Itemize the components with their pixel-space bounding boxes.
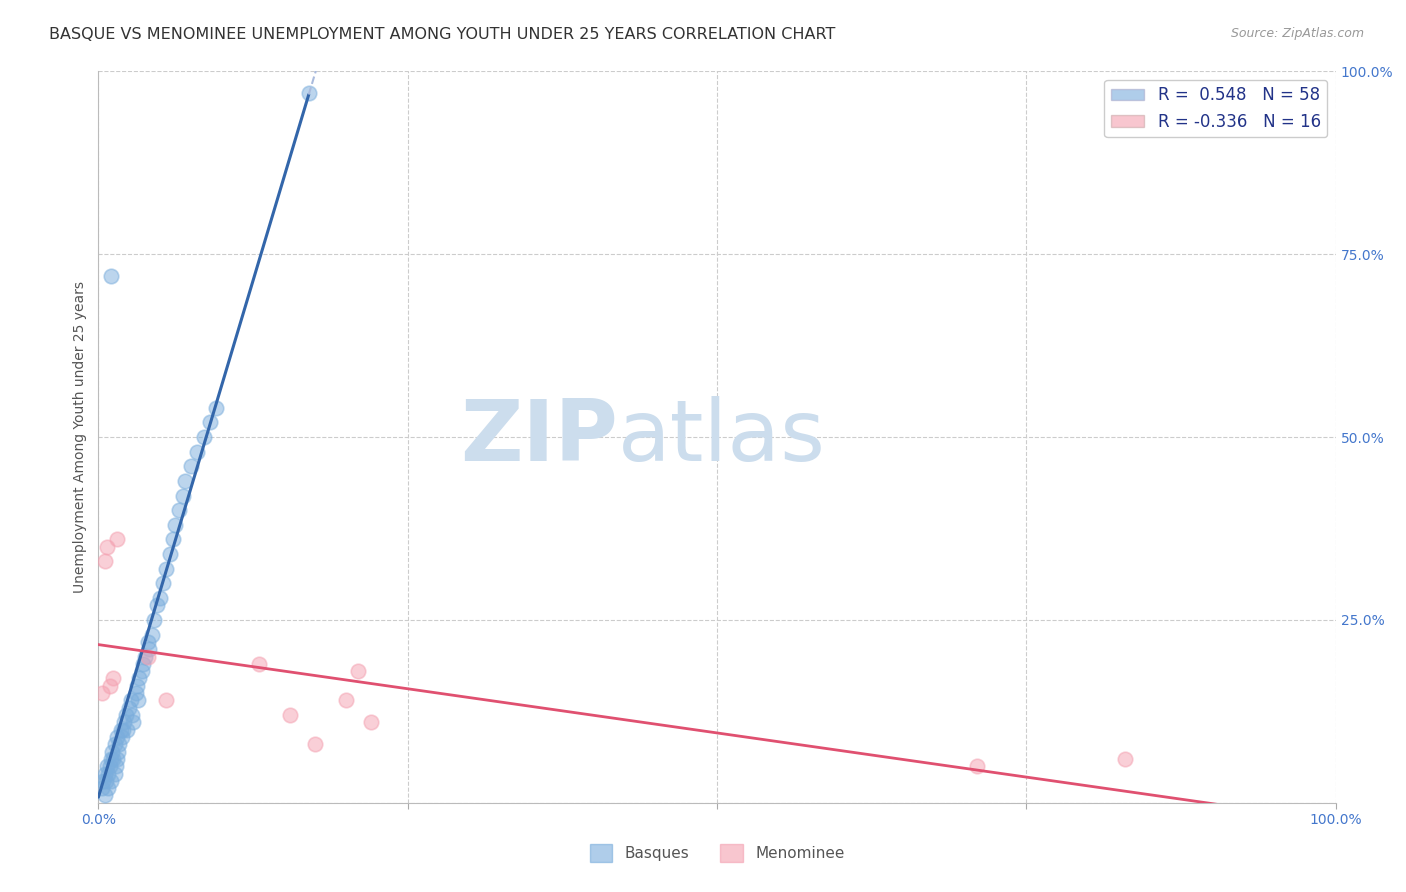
Legend: Basques, Menominee: Basques, Menominee (583, 838, 851, 868)
Point (347, 664, 370, 678)
Point (298, 87, 321, 101)
Point (118, 700, 141, 714)
Point (145, 599, 167, 613)
Point (111, 730, 134, 744)
Point (155, 562, 177, 576)
Point (96, 759, 118, 773)
Point (174, 474, 197, 488)
Point (132, 657, 155, 671)
Point (91, 686, 114, 700)
Point (94, 773, 117, 788)
Point (115, 723, 138, 737)
Point (127, 693, 149, 707)
Point (152, 576, 174, 591)
Point (107, 745, 129, 759)
Point (100, 773, 122, 788)
Point (105, 533, 128, 547)
Point (138, 642, 160, 657)
Point (112, 723, 135, 737)
Point (136, 635, 159, 649)
Point (162, 533, 184, 547)
Point (101, 745, 124, 759)
Point (335, 693, 357, 707)
Point (103, 752, 125, 766)
Point (93, 773, 115, 788)
Point (98, 679, 121, 693)
Point (122, 715, 145, 730)
Point (198, 416, 221, 430)
Point (112, 715, 135, 730)
Point (247, 657, 270, 671)
Point (93, 554, 115, 568)
Point (103, 766, 125, 780)
Point (193, 430, 215, 444)
Point (141, 627, 163, 641)
Point (149, 591, 172, 605)
Point (165, 517, 187, 532)
Point (186, 444, 208, 458)
Point (167, 503, 190, 517)
Point (91, 781, 114, 796)
Point (104, 759, 127, 773)
Point (966, 759, 988, 773)
Point (100, 752, 122, 766)
Point (124, 686, 146, 700)
Point (103, 672, 125, 686)
Point (360, 715, 382, 730)
Point (304, 737, 326, 751)
Text: BASQUE VS MENOMINEE UNEMPLOYMENT AMONG YOUTH UNDER 25 YEARS CORRELATION CHART: BASQUE VS MENOMINEE UNEMPLOYMENT AMONG Y… (49, 27, 835, 42)
Point (97, 781, 120, 796)
Point (128, 672, 150, 686)
Point (105, 730, 128, 744)
Point (155, 693, 177, 707)
Point (131, 664, 153, 678)
Point (180, 459, 202, 474)
Point (114, 708, 136, 723)
Point (105, 752, 128, 766)
Point (205, 401, 228, 415)
Point (100, 269, 122, 284)
Point (93, 766, 115, 780)
Point (110, 723, 132, 737)
Point (93, 789, 115, 803)
Text: atlas: atlas (619, 395, 827, 479)
Text: Source: ZipAtlas.com: Source: ZipAtlas.com (1230, 27, 1364, 40)
Point (98, 759, 121, 773)
Point (121, 708, 143, 723)
Point (108, 737, 131, 751)
Y-axis label: Unemployment Among Youth under 25 years: Unemployment Among Youth under 25 years (73, 281, 87, 593)
Point (96, 540, 118, 554)
Point (1114, 752, 1136, 766)
Point (143, 613, 166, 627)
Point (136, 649, 159, 664)
Point (125, 679, 148, 693)
Point (103, 737, 125, 751)
Point (134, 649, 156, 664)
Text: ZIP: ZIP (460, 395, 619, 479)
Point (159, 547, 181, 561)
Point (120, 693, 142, 707)
Point (97, 766, 120, 780)
Point (278, 708, 301, 723)
Point (172, 489, 194, 503)
